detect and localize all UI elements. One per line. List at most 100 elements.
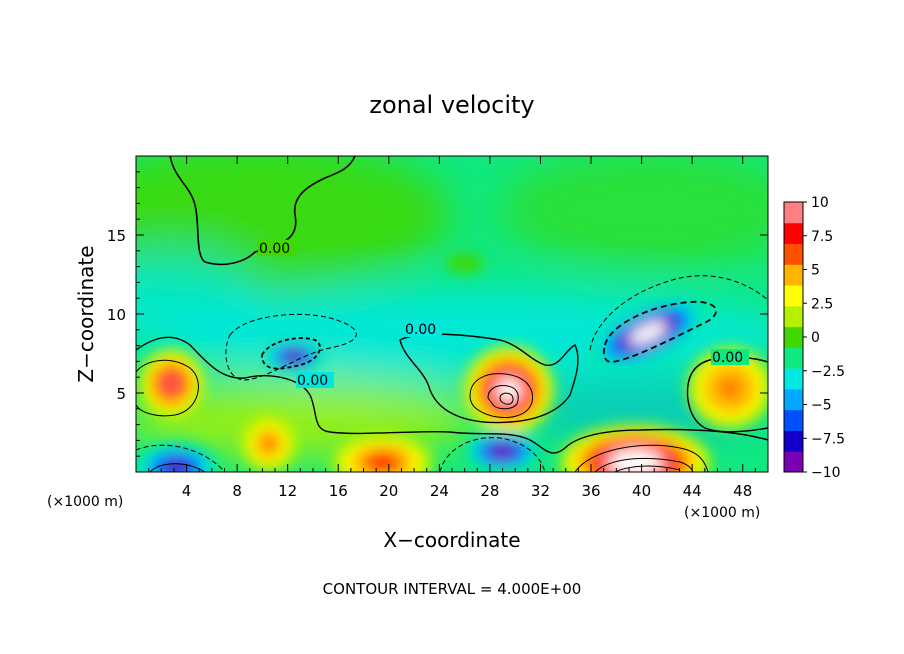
field-feature-9-level-5	[721, 380, 739, 397]
colorbar-band	[784, 264, 803, 286]
dashed-contour-lower-middle	[439, 437, 546, 472]
colorbar-band	[784, 305, 803, 328]
dashed-contour-upper-right	[589, 275, 768, 351]
field-feature-3	[263, 340, 325, 373]
velocity-field	[136, 156, 768, 472]
x-tick-label: 44	[683, 482, 702, 500]
colorbar-tick-label: 10	[811, 195, 829, 211]
contour-ring-7	[149, 463, 206, 472]
y-tick-label: 5	[116, 385, 126, 403]
field-feature-6-level-6	[169, 463, 184, 472]
x-tick-label: 28	[480, 482, 499, 500]
colorbar-tick-label: −2.5	[811, 364, 845, 380]
field-feature-10-level-4	[261, 436, 276, 451]
contour-ring-1	[469, 373, 534, 418]
field-feature-5	[559, 424, 712, 472]
x-tick-label: 40	[632, 482, 651, 500]
colorbar-bands	[784, 202, 803, 473]
colorbar-tick-label: 7.5	[811, 229, 833, 245]
contour-label-2-bg	[404, 321, 442, 337]
colorbar-tick-label: 2.5	[811, 296, 833, 312]
dashed-contour-lower-left	[136, 444, 226, 472]
y-axis-label: Z−coordinate	[74, 245, 98, 382]
x-tick-label: 48	[733, 482, 752, 500]
contour-labels: 0.00 0.00 0.00 0.00	[258, 240, 749, 389]
colorbar-band	[784, 368, 803, 390]
x-tick-label: 24	[430, 482, 449, 500]
field-feature-4-level-6	[165, 377, 177, 390]
dashed-contour-left-eddy	[225, 313, 357, 381]
colorbar-tick-label: −5	[811, 398, 832, 414]
colorbar-tick-label: 5	[811, 263, 820, 279]
contour-label-1: 0.00	[259, 241, 290, 257]
y-tick-label: 10	[107, 306, 126, 324]
field-feature-4	[138, 348, 205, 419]
colorbar-band	[784, 222, 803, 245]
field-feature-11	[445, 253, 484, 273]
colorbar-tick-label: −7.5	[811, 431, 845, 447]
zero-contour-middle	[136, 336, 768, 454]
y-axis-ticks: 5 10 15	[107, 171, 768, 457]
x-tick-label: 12	[278, 482, 297, 500]
x-tick-label: 36	[581, 482, 600, 500]
upper-green-region	[136, 156, 450, 290]
contour-ring-6	[614, 465, 681, 472]
colorbar-band	[784, 451, 803, 473]
colorbar-band	[784, 430, 803, 452]
field-feature-9	[687, 347, 768, 430]
contour-label-4: 0.00	[712, 350, 743, 366]
colorbar-tick-labels: 10 7.5 5 2.5 0 −2.5 −5 −7.5 −10	[803, 195, 845, 481]
x-tick-label: 32	[531, 482, 550, 500]
contour-ring-5	[594, 457, 694, 472]
contour-label-1-bg	[258, 240, 296, 256]
x-tick-label: 4	[182, 482, 192, 500]
field-feature-8	[331, 434, 434, 472]
x-axis-label: X−coordinate	[383, 528, 520, 552]
field-feature-7-level-7	[497, 448, 508, 455]
dashed-contour-left-core	[261, 337, 321, 370]
field-feature-8-level-5	[372, 456, 393, 469]
x-axis-unit: (×1000 m)	[684, 505, 760, 521]
field-feature-11-level-2	[455, 258, 475, 269]
colorbar-band	[784, 285, 803, 307]
zero-contour-eddy	[399, 333, 579, 424]
field-feature-3-level-7	[289, 354, 299, 359]
contour-ring-2	[487, 385, 519, 410]
upper-right-green-region	[500, 156, 768, 270]
left-cyan-region	[136, 250, 260, 350]
colorbar-band	[784, 326, 803, 348]
colorbar-tick-label: −10	[811, 465, 841, 481]
x-tick-label: 20	[379, 482, 398, 500]
colorbar-band	[784, 409, 803, 431]
contour-label-3: 0.00	[297, 373, 328, 389]
field-feature-2	[591, 298, 704, 368]
x-tick-label: 8	[232, 482, 242, 500]
contour-label-2: 0.00	[405, 322, 436, 338]
colorbar-band	[784, 347, 803, 369]
dashed-contour-blue-eddy	[603, 301, 717, 363]
field-feature-2-level-9	[641, 329, 655, 337]
contour-ring-3	[499, 392, 514, 405]
contour-ring-8	[136, 359, 199, 417]
field-features	[136, 253, 768, 472]
field-feature-1	[463, 345, 555, 435]
zero-contour-upper	[169, 156, 356, 266]
field-feature-7	[464, 430, 541, 472]
colorbar-band	[784, 388, 803, 411]
x-tick-label: 16	[329, 482, 348, 500]
field-feature-5-level-9	[626, 458, 644, 467]
y-axis-unit: (×1000 m)	[47, 494, 123, 510]
contour-ring-4	[574, 444, 709, 472]
x-axis-ticks: 4 8 12 16 20 24 28 32 36 40 44 48	[148, 156, 756, 500]
colorbar-tick-label: 0	[811, 330, 820, 346]
y-tick-label: 15	[107, 227, 126, 245]
colorbar: 10 7.5 5 2.5 0 −2.5 −5 −7.5 −10	[783, 195, 845, 481]
field-feature-10	[240, 415, 297, 472]
contour-interval-note: CONTOUR INTERVAL = 4.000E+00	[323, 580, 582, 598]
chart-title: zonal velocity	[369, 91, 534, 119]
contour-label-3-bg	[296, 372, 334, 388]
field-feature-6	[136, 441, 220, 472]
colorbar-band	[784, 243, 803, 265]
colorbar-band	[784, 202, 803, 224]
